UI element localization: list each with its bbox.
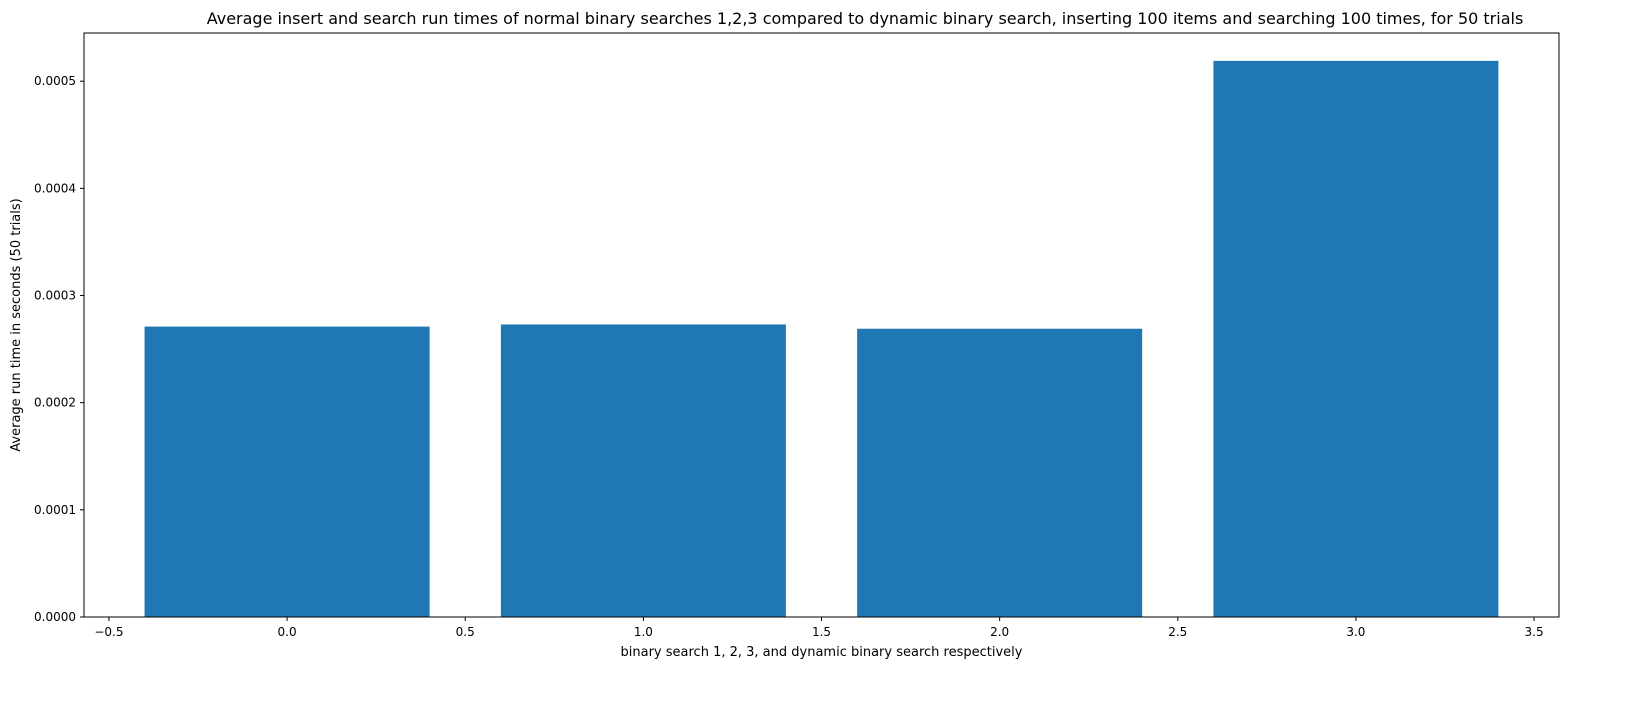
bar-1 [500, 324, 786, 617]
bar-3 [1213, 60, 1499, 618]
y-tick-label: 0.0003 [34, 289, 76, 303]
y-tick-label: 0.0005 [34, 74, 76, 88]
x-tick-label: 1.0 [634, 625, 653, 639]
x-tick-label: −0.5 [94, 625, 123, 639]
x-tick-label: 0.5 [456, 625, 475, 639]
x-tick-label: 2.5 [1168, 625, 1187, 639]
y-tick-label: 0.0004 [34, 181, 76, 195]
x-tick-label: 2.0 [990, 625, 1009, 639]
plot-frame [83, 32, 1560, 618]
y-axis: 0.0000 0.0001 0.0002 0.0003 0.0004 0.0005 [34, 74, 84, 624]
y-tick-label: 0.0002 [34, 396, 76, 410]
bar-2 [857, 328, 1143, 617]
chart-title: Average insert and search run times of n… [207, 9, 1524, 28]
x-tick-label: 0.0 [278, 625, 297, 639]
x-tick-label: 3.0 [1346, 625, 1365, 639]
y-tick-label: 0.0001 [34, 503, 76, 517]
y-axis-label: Average run time in seconds (50 trials) [9, 198, 24, 451]
y-tick-label: 0.0000 [34, 610, 76, 624]
x-tick-label: 3.5 [1525, 625, 1544, 639]
x-axis: −0.5 0.0 0.5 1.0 1.5 2.0 2.5 3.0 3.5 [94, 617, 1544, 639]
bars-group [144, 60, 1499, 618]
x-axis-label: binary search 1, 2, 3, and dynamic binar… [621, 645, 1023, 660]
x-tick-label: 1.5 [812, 625, 831, 639]
bar-0 [144, 326, 430, 617]
